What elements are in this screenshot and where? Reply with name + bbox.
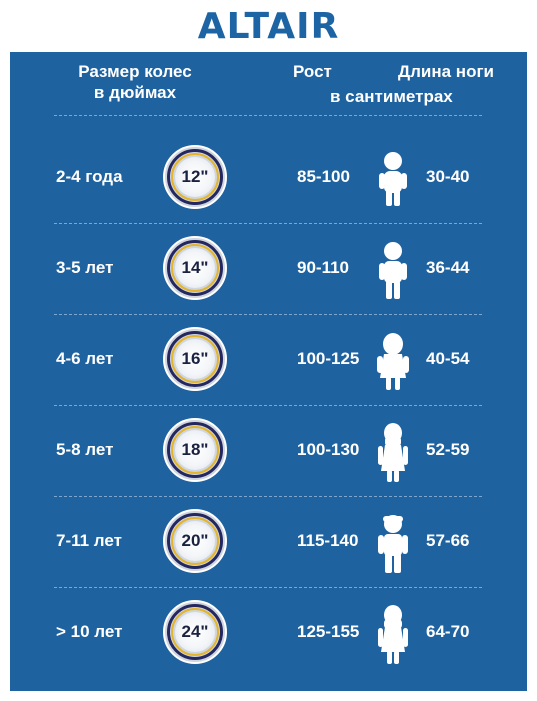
divider xyxy=(54,587,482,588)
wheel-size-label: 20" xyxy=(181,531,209,550)
toddler-icon xyxy=(379,152,407,206)
age-range: > 10 лет xyxy=(56,622,123,641)
size-row: > 10 лет 24" 125-155 64-70 xyxy=(10,587,527,678)
size-row: 3-5 лет 14" 90-110 36-44 xyxy=(10,223,527,314)
leg-length-range: 57-66 xyxy=(426,531,470,550)
wheel-icon: 12" xyxy=(163,145,227,209)
header-wheel-size: Размер колес в дюймах xyxy=(50,61,220,103)
size-row: 7-11 лет 20" 115-140 57-66 xyxy=(10,496,527,587)
girl-dress-icon xyxy=(378,423,408,482)
wheel-icon: 18" xyxy=(163,418,227,482)
boy-icon xyxy=(378,515,408,573)
height-range: 100-130 xyxy=(297,440,360,459)
wheel-size-label: 12" xyxy=(181,167,209,186)
height-range: 85-100 xyxy=(297,167,350,186)
wheel-size-label: 14" xyxy=(181,258,209,277)
wheel-icon: 16" xyxy=(163,327,227,391)
header-wheel-size-text: Размер колес в дюймах xyxy=(78,62,192,102)
wheel-icon: 24" xyxy=(163,600,227,664)
divider xyxy=(54,314,482,315)
header-height: Рост xyxy=(293,62,332,81)
divider xyxy=(54,223,482,224)
age-range: 4-6 лет xyxy=(56,349,114,368)
child-icon xyxy=(379,242,407,299)
wheel-size-label: 24" xyxy=(181,622,209,641)
girl-icon xyxy=(377,333,409,390)
divider xyxy=(54,115,482,116)
wheel-size-label: 16" xyxy=(181,349,209,368)
height-range: 125-155 xyxy=(297,622,360,641)
age-range: 2-4 года xyxy=(56,167,123,186)
age-range: 5-8 лет xyxy=(56,440,114,459)
header-units: в сантиметрах xyxy=(330,87,453,106)
height-range: 90-110 xyxy=(297,258,349,277)
height-range: 115-140 xyxy=(297,531,359,550)
teen-girl-icon xyxy=(378,605,408,664)
divider xyxy=(54,405,482,406)
size-chart-panel: Размер колес в дюймах Рост Длина ноги в … xyxy=(10,52,527,691)
height-range: 100-125 xyxy=(297,349,360,368)
divider xyxy=(54,496,482,497)
wheel-icon: 20" xyxy=(163,509,227,573)
wheel-size-label: 18" xyxy=(181,440,209,459)
header-leg-length: Длина ноги xyxy=(398,62,494,81)
size-row: 4-6 лет 16" 100-125 40-54 xyxy=(10,314,527,405)
leg-length-range: 30-40 xyxy=(426,167,470,186)
wheel-icon: 14" xyxy=(163,236,227,300)
age-range: 3-5 лет xyxy=(56,258,114,277)
leg-length-range: 64-70 xyxy=(426,622,470,641)
size-row: 5-8 лет 18" 100-130 52-59 xyxy=(10,405,527,496)
leg-length-range: 36-44 xyxy=(426,258,470,277)
brand-logo: ALTAIR xyxy=(197,6,340,47)
leg-length-range: 52-59 xyxy=(426,440,470,459)
size-row: 2-4 года 12" 85-100 30-40 xyxy=(10,132,527,223)
age-range: 7-11 лет xyxy=(56,531,122,550)
leg-length-range: 40-54 xyxy=(426,349,470,368)
